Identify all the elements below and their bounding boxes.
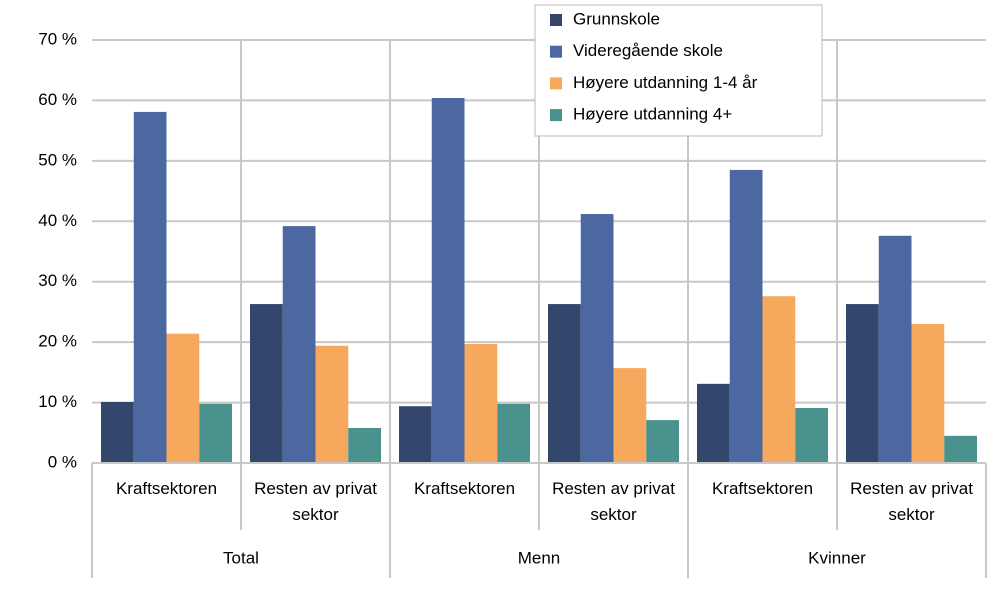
bar xyxy=(399,406,432,463)
bar xyxy=(762,296,796,463)
group-label: Total xyxy=(223,548,259,567)
bar xyxy=(315,345,349,463)
x-tick-label: Kraftsektoren xyxy=(413,479,516,498)
x-tick-label: Resten av privat sektor xyxy=(254,479,377,524)
y-tick-label: 50 % xyxy=(38,150,77,169)
bar xyxy=(282,226,316,463)
legend-label: Videregående skole xyxy=(573,41,723,60)
bar xyxy=(729,169,763,463)
bar xyxy=(944,435,977,463)
group-label: Kvinner xyxy=(808,548,866,567)
bar xyxy=(795,408,828,463)
y-tick-label: 70 % xyxy=(38,29,77,48)
y-tick-label: 0 % xyxy=(48,452,77,471)
bar xyxy=(464,343,498,463)
x-tick-label: Kraftsektoren xyxy=(115,479,218,498)
bar xyxy=(431,98,465,464)
x-tick-label: Resten av privat sektor xyxy=(850,479,973,524)
legend-label: Grunnskole xyxy=(573,9,660,28)
legend-swatch xyxy=(550,109,562,122)
bar xyxy=(911,324,945,463)
bar xyxy=(199,403,232,463)
bar xyxy=(497,403,530,463)
bar xyxy=(846,304,879,463)
bar xyxy=(548,304,581,463)
bar xyxy=(613,368,647,463)
bar xyxy=(646,420,679,463)
bar xyxy=(697,383,730,463)
legend-swatch xyxy=(550,77,562,90)
bar xyxy=(250,304,283,463)
legend-swatch xyxy=(550,14,562,26)
bar xyxy=(133,111,167,463)
y-tick-label: 10 % xyxy=(38,392,77,411)
legend-swatch xyxy=(550,45,562,58)
legend-label: Høyere utdanning 4+ xyxy=(573,105,732,124)
x-tick-label: Resten av privat sektor xyxy=(552,479,675,524)
bar xyxy=(878,235,912,463)
bar xyxy=(101,401,134,463)
bar xyxy=(580,214,614,463)
x-tick-label: Kraftsektoren xyxy=(711,479,814,498)
legend-label: Høyere utdanning 1-4 år xyxy=(573,73,758,92)
y-tick-label: 20 % xyxy=(38,332,77,351)
y-tick-label: 60 % xyxy=(38,90,77,109)
y-tick-label: 40 % xyxy=(38,211,77,230)
y-tick-label: 30 % xyxy=(38,271,77,290)
bar xyxy=(166,333,200,463)
legend-box xyxy=(534,4,823,137)
group-label: Menn xyxy=(518,548,561,567)
bar xyxy=(348,427,381,463)
